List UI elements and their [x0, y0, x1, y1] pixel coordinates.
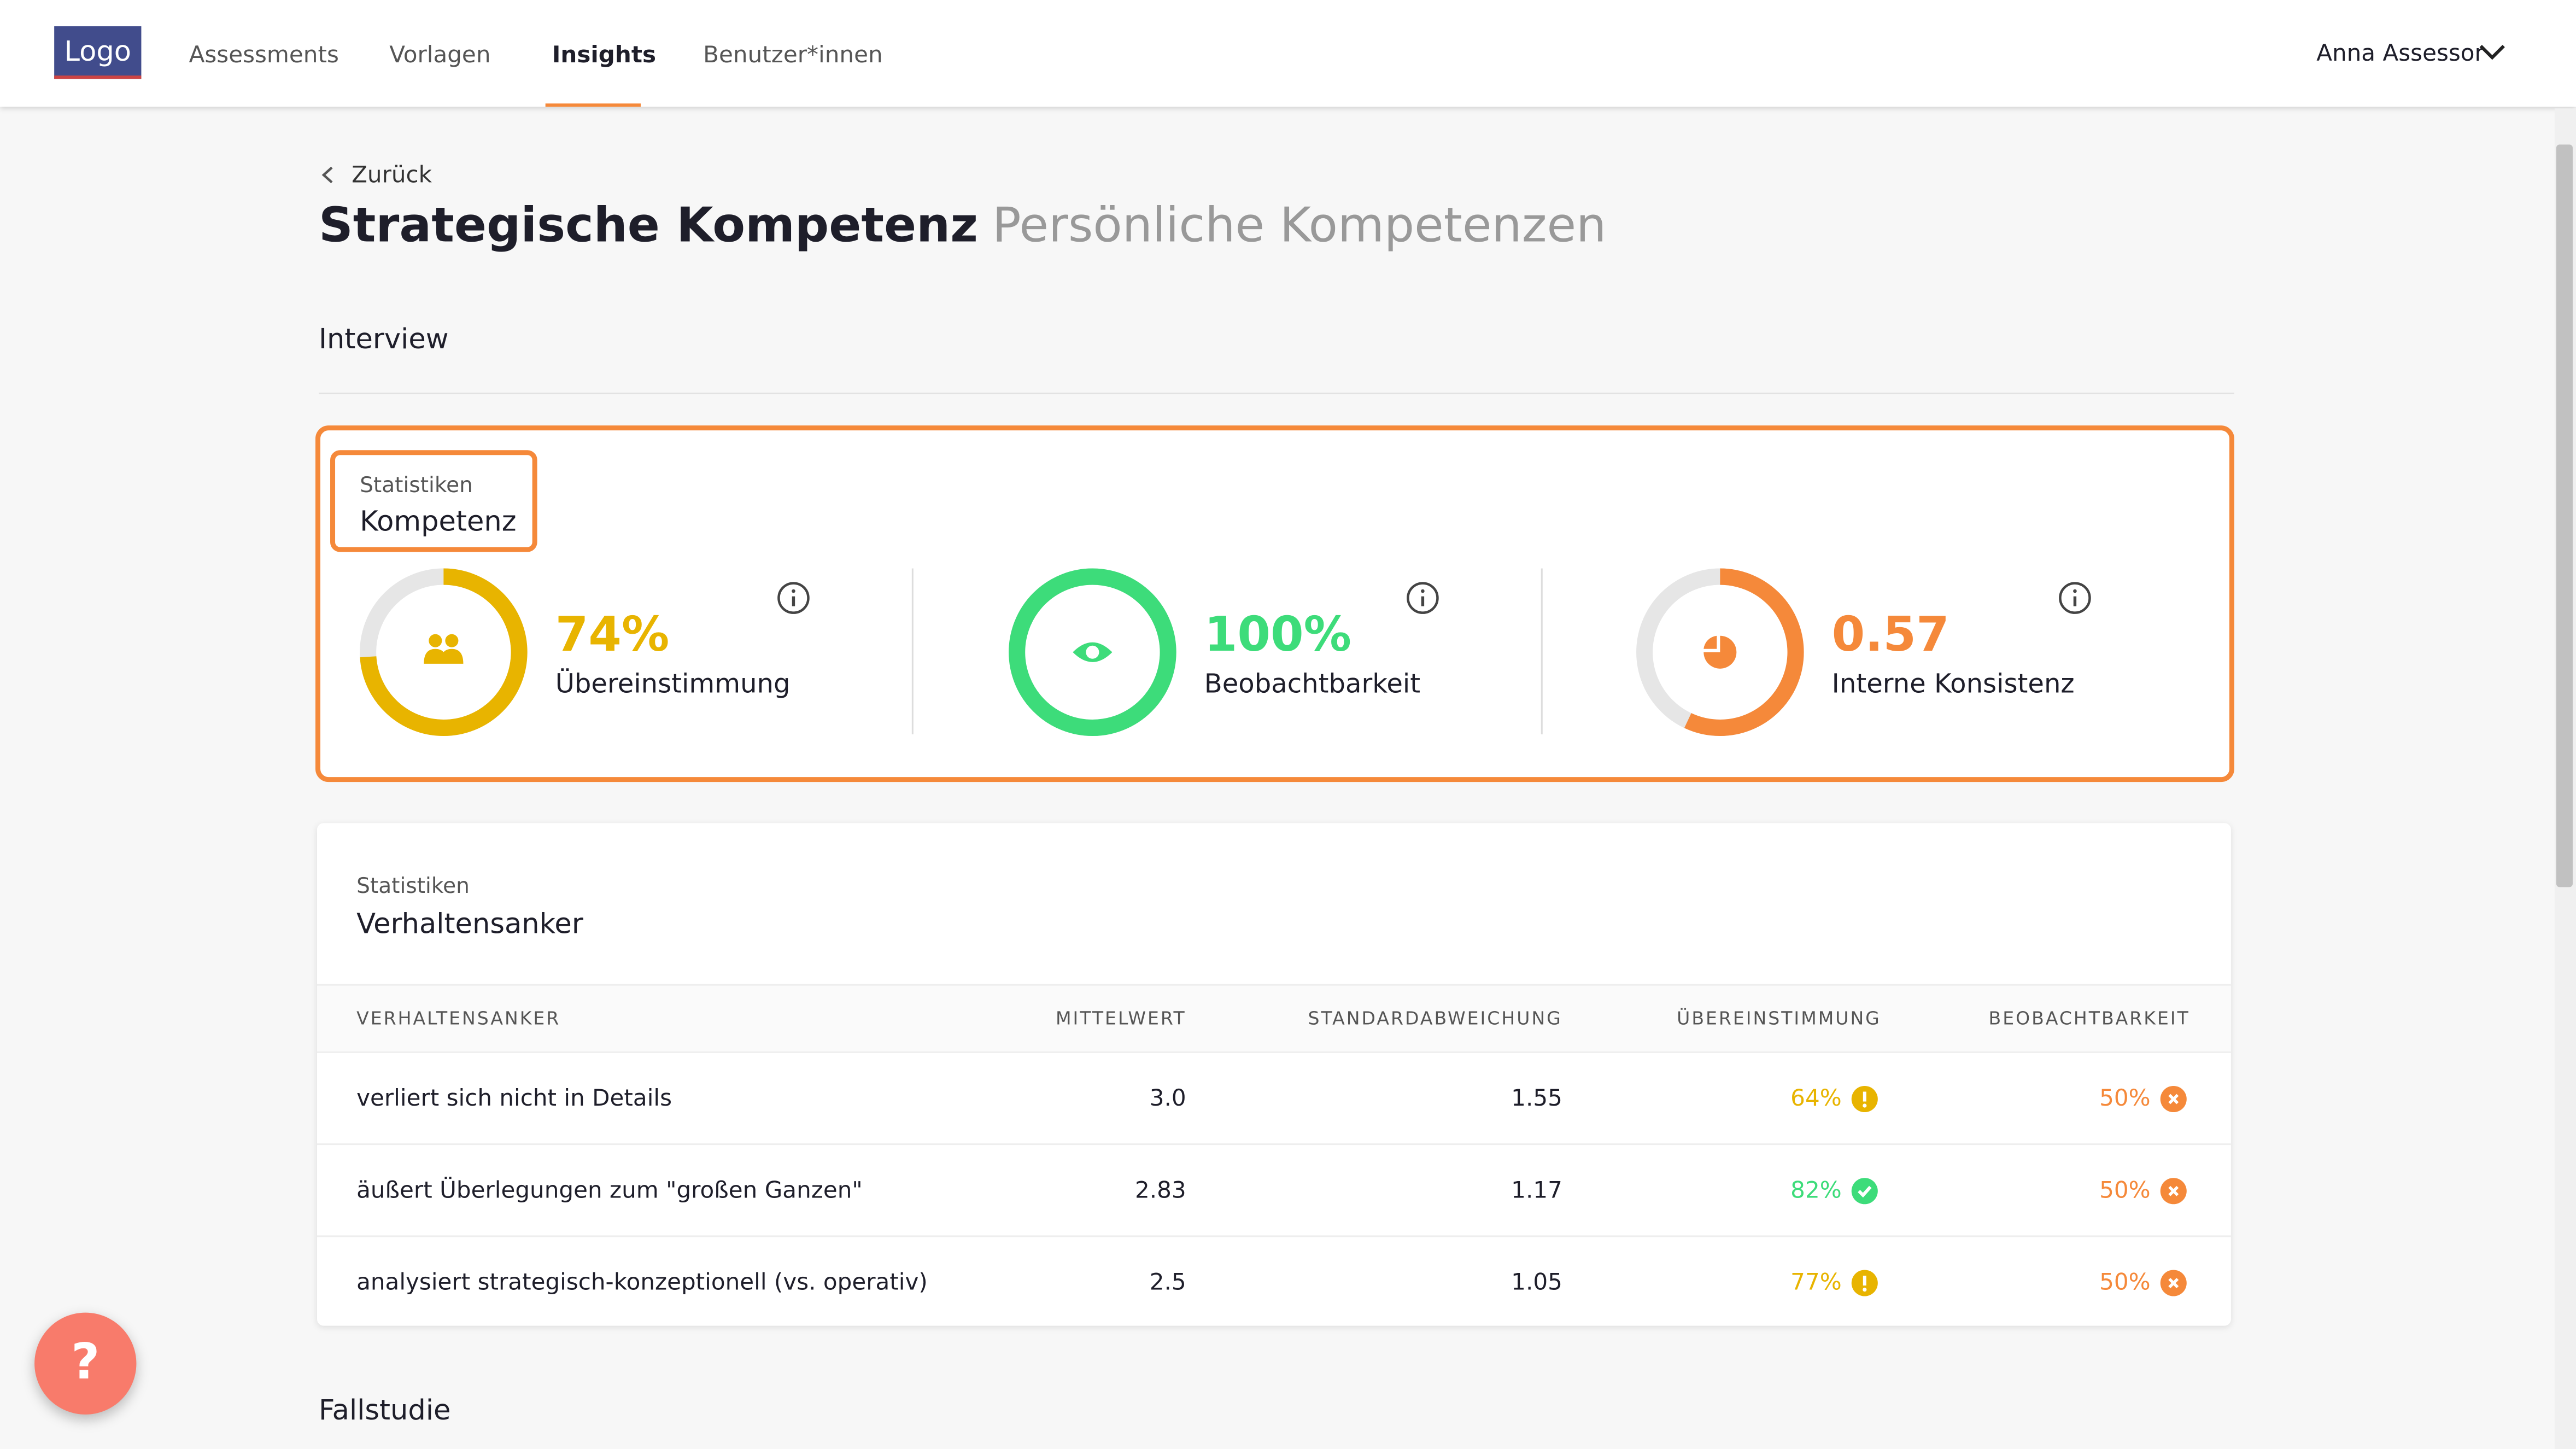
status-icon: [1851, 1270, 1878, 1296]
card-caption: Statistiken: [360, 474, 473, 499]
table-cell: 1.17: [1511, 1178, 1562, 1205]
stat-label: Interne Konsistenz: [1831, 668, 2075, 699]
table-cell: 50%: [2099, 1085, 2151, 1113]
icon: [777, 582, 810, 614]
table-cell: 64%: [1790, 1085, 1842, 1113]
table-cell: 3.0: [1149, 1085, 1186, 1113]
gauge-arc: [360, 568, 528, 737]
table-cell: 1.55: [1511, 1085, 1562, 1113]
stat-value: 100%: [1204, 606, 1351, 662]
table-cell: verliert sich nicht in Details: [356, 1085, 672, 1113]
stat-value: 0.57: [1831, 606, 1949, 662]
status-icon: [2160, 1178, 2187, 1205]
status-icon: [1851, 1085, 1878, 1113]
header: [0, 0, 2576, 107]
nav-item[interactable]: Benutzer*innen: [703, 43, 883, 69]
gauge: [1636, 568, 1804, 737]
scroll-thumb[interactable]: [2556, 144, 2573, 887]
info-icon: [1407, 582, 1439, 614]
row-separator: [317, 1235, 2231, 1237]
back-link[interactable]: Zurück: [352, 162, 432, 189]
icon: [2168, 1278, 2179, 1288]
help-button[interactable]: ?: [34, 1312, 137, 1415]
stat-divider: [911, 568, 914, 735]
section-title: Fallstudie: [318, 1394, 451, 1428]
stat-divider: [1541, 568, 1543, 735]
gauge: [360, 568, 528, 737]
nav-underline: [545, 103, 641, 107]
card-title: Verhaltensanker: [356, 908, 583, 942]
table-header: BEOBACHTBARKEIT: [1988, 1008, 2190, 1030]
icon: [1863, 1287, 1867, 1292]
icon: [2073, 589, 2077, 593]
table-cell: 50%: [2099, 1178, 2151, 1205]
back-chevron: [321, 166, 333, 184]
kompetenz-card: [315, 425, 2234, 782]
table-cell: 1.05: [1511, 1270, 1562, 1296]
table-cell: analysiert strategisch-konzeptionell (vs…: [356, 1270, 928, 1296]
table-cell: 2.5: [1149, 1270, 1186, 1296]
table-cell: 82%: [1790, 1178, 1842, 1205]
icon: [2168, 1094, 2179, 1105]
table-header: ÜBEREINSTIMMUNG: [1677, 1008, 1881, 1030]
card-title: Kompetenz: [360, 506, 517, 539]
table-header-bg: [317, 984, 2231, 1053]
icon: [2168, 1185, 2179, 1196]
gauge-arc: [1636, 568, 1804, 737]
gauge: [1009, 568, 1176, 737]
user-menu[interactable]: Anna Assessor: [2316, 41, 2484, 68]
verhalten-card: [317, 823, 2231, 1326]
table-cell: 77%: [1790, 1270, 1842, 1296]
table-cell: äußert Überlegungen zum "großen Ganzen": [356, 1178, 863, 1205]
page-title: Strategische Kompetenz: [318, 197, 978, 253]
table-cell: 50%: [2099, 1270, 2151, 1296]
icon: [1863, 1103, 1867, 1108]
icon: [1421, 589, 1425, 593]
table-header: VERHALTENSANKER: [356, 1008, 561, 1030]
info-icon: [2059, 582, 2091, 614]
icon: [1407, 582, 1439, 614]
icon: [445, 634, 459, 647]
status-icon: [2160, 1270, 2187, 1296]
stat-label: Beobachtbarkeit: [1204, 668, 1421, 699]
divider: [318, 393, 2234, 395]
logo[interactable]: Logo: [54, 26, 142, 79]
nav-item[interactable]: Insights: [552, 43, 657, 69]
chevron: [2479, 45, 2505, 60]
icon: [1703, 635, 1737, 669]
nav-item[interactable]: Vorlagen: [389, 43, 491, 69]
user-chevron: [2479, 45, 2505, 60]
table-header: MITTELWERT: [1055, 1008, 1186, 1030]
icon: [792, 589, 795, 593]
gauge-arc: [1009, 568, 1176, 737]
stat-label: Übereinstimmung: [555, 668, 791, 699]
stat-value: 74%: [555, 606, 670, 662]
icon: [2059, 582, 2091, 614]
card-caption: Statistiken: [356, 874, 470, 899]
status-icon: [2160, 1085, 2187, 1113]
table-header: STANDARDABWEICHUNG: [1308, 1008, 1562, 1030]
info-icon: [777, 582, 810, 614]
icon: [424, 648, 464, 664]
status-icon: [1851, 1178, 1878, 1205]
row-separator: [317, 1143, 2231, 1146]
nav-item[interactable]: Assessments: [189, 43, 339, 69]
icon: [1858, 1185, 1872, 1198]
page-subtitle: Persönliche Kompetenzen: [992, 197, 1607, 253]
table-cell: 2.83: [1135, 1178, 1186, 1205]
chevron: [321, 166, 333, 184]
kompetenz-heading-box: [330, 450, 537, 552]
section-title: Interview: [318, 323, 449, 357]
icon: [429, 634, 442, 647]
icon: [1086, 645, 1099, 659]
